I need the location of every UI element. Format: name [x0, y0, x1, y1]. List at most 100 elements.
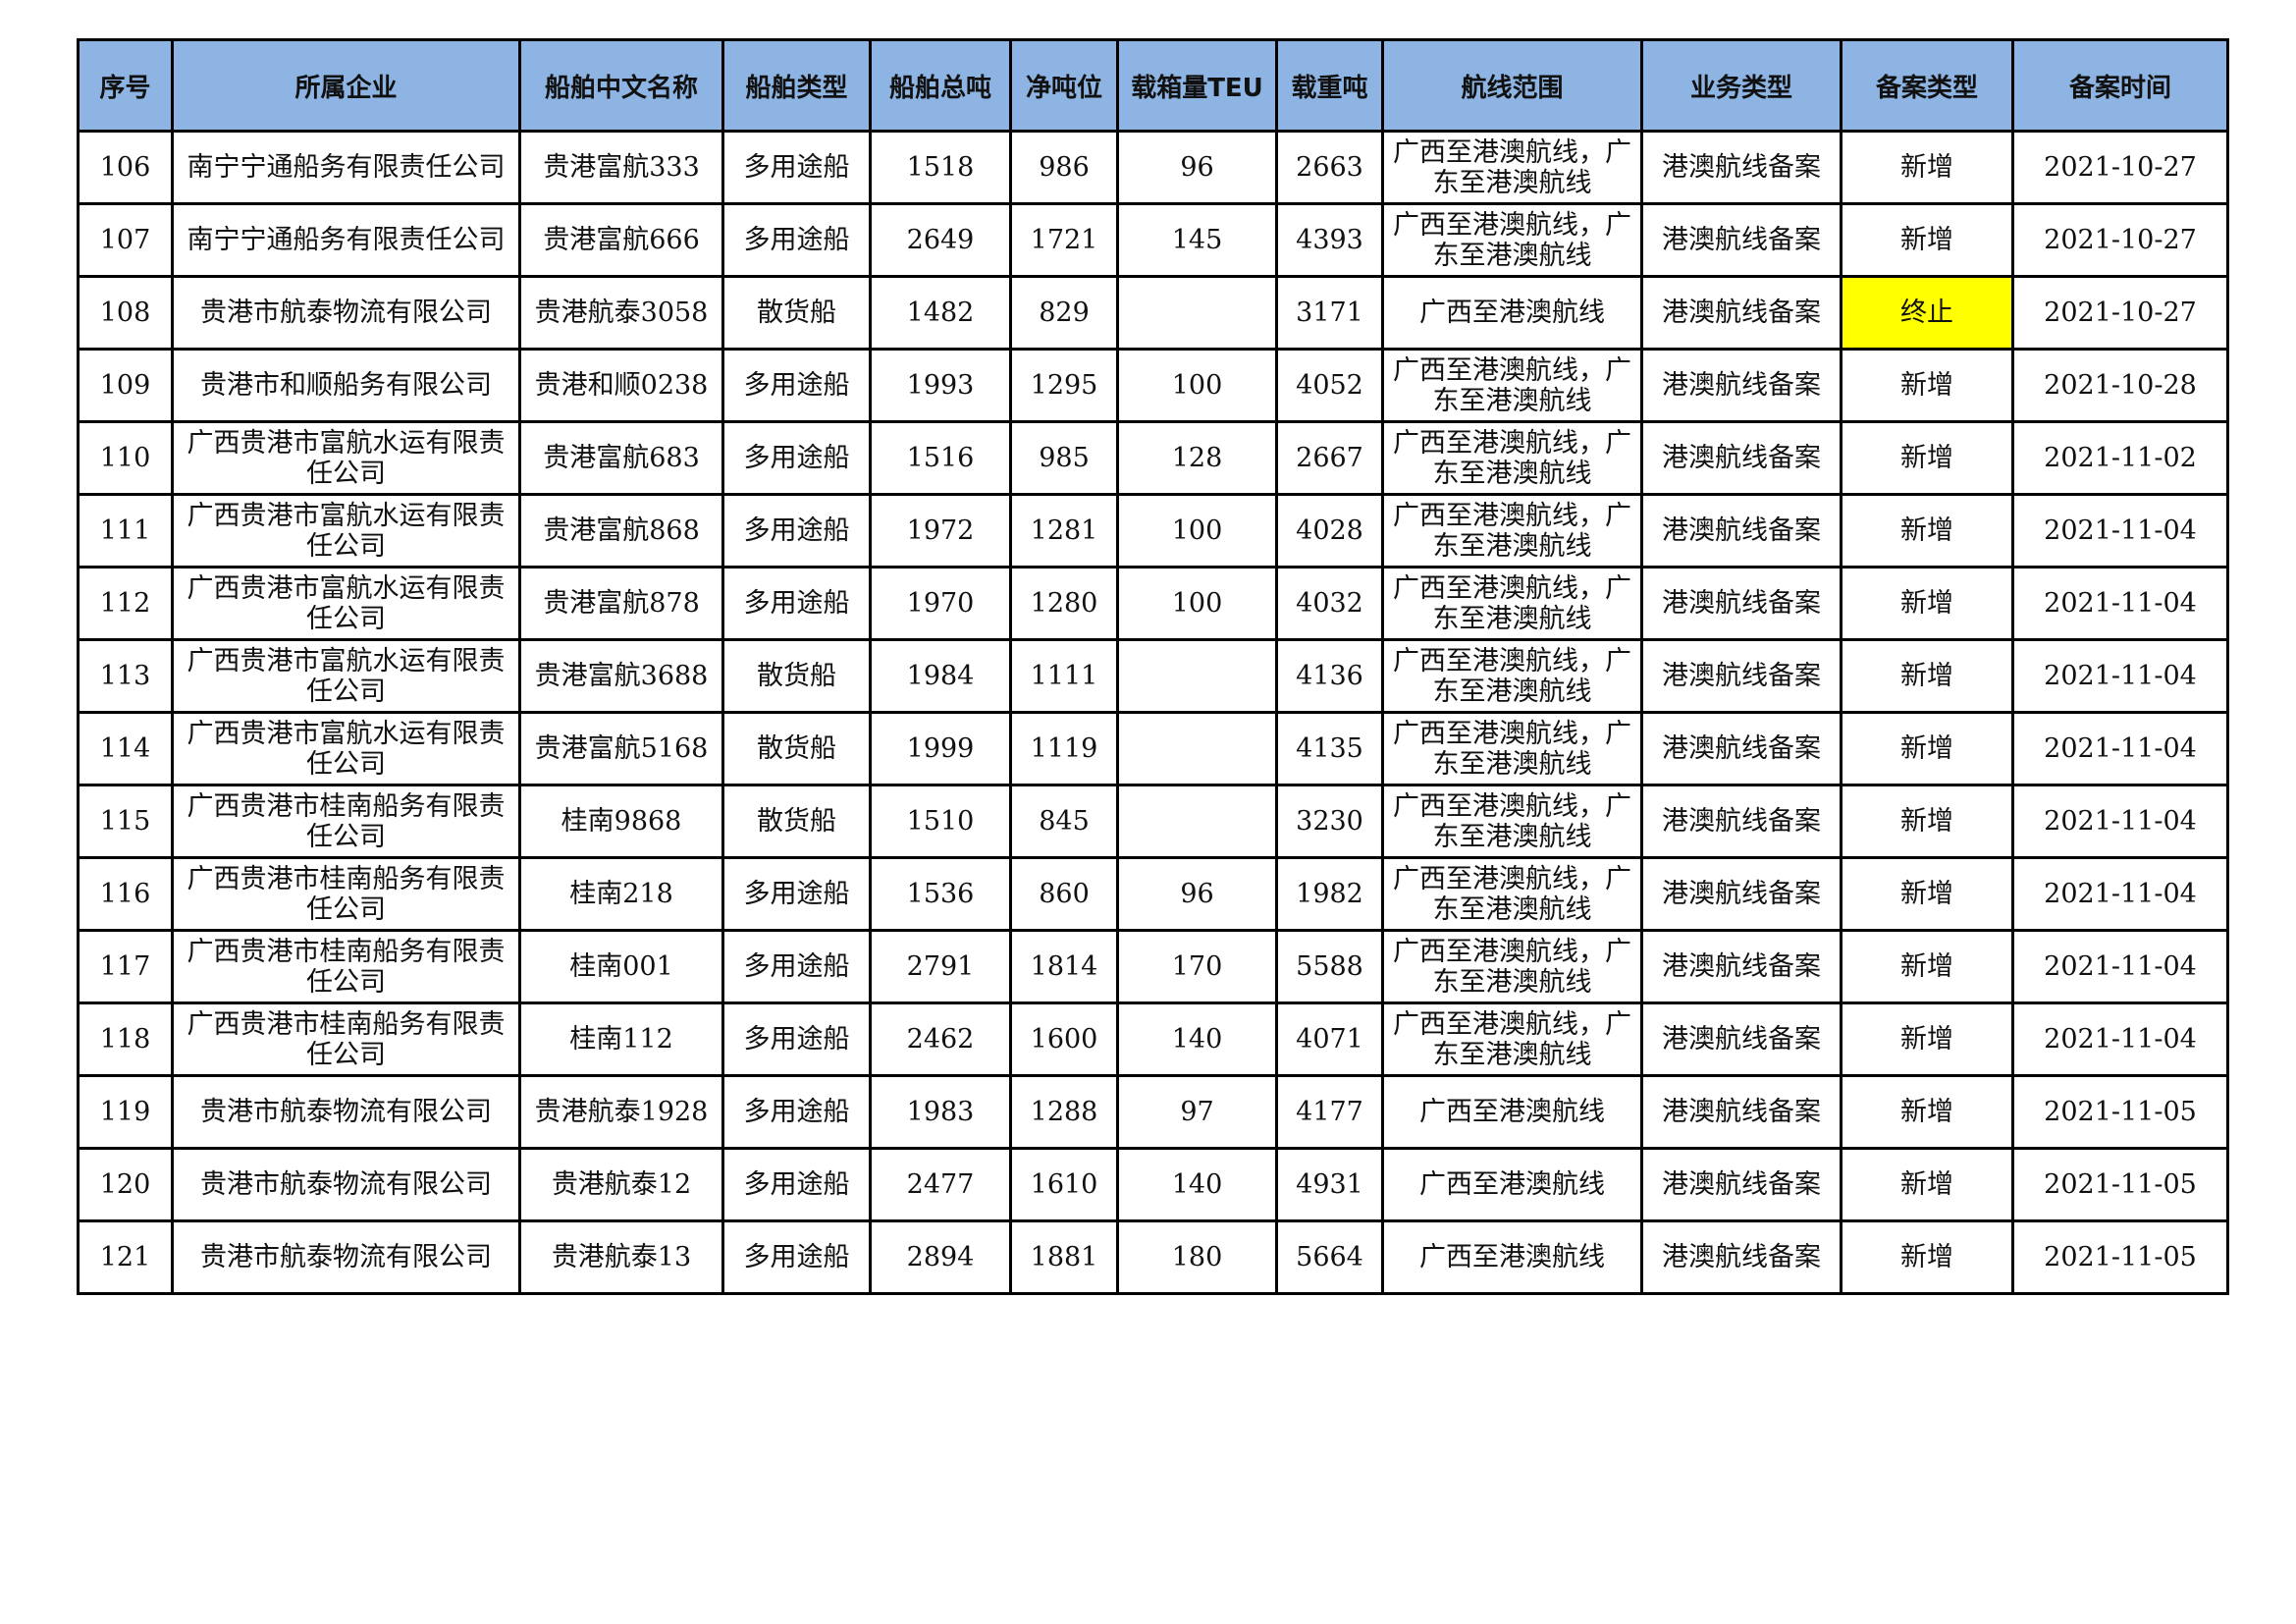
- cell-gross-tonnage: 1536: [869, 856, 1012, 932]
- cell-text: 2021-10-28: [2044, 370, 2197, 401]
- cell-text: 散货船: [757, 298, 836, 328]
- table-row: 117 广西贵港市桂南船务有限责任公司 桂南001 多用途船 2791 1814 170 55…: [77, 929, 2229, 1004]
- cell-teu-capacity: 180: [1116, 1219, 1278, 1295]
- cell-net-tonnage: 1111: [1009, 638, 1119, 714]
- cell-ship-type: 多用途船: [721, 1074, 872, 1150]
- cell-text: 2021-11-05: [2044, 1169, 2197, 1200]
- cell-text: 1281: [1030, 515, 1098, 546]
- cell-ship-type: 多用途船: [721, 130, 872, 205]
- cell-text: 1280: [1030, 588, 1098, 619]
- cell-deadweight: 5588: [1275, 929, 1384, 1004]
- ship-registration-table: 序号 所属企业 船舶中文名称 船舶类型 船舶总吨 净吨位 载箱量TEU 载重吨 航线范围 业务类型…: [77, 38, 2229, 1295]
- table-row: 118 广西贵港市桂南船务有限责任公司 桂南112 多用途船 2462 1600 140 40…: [77, 1001, 2229, 1077]
- cell-text: 广西贵港市富航水运有限责任公司: [187, 645, 506, 707]
- cell-text: 108: [99, 298, 151, 328]
- table-row: 115 广西贵港市桂南船务有限责任公司 桂南9868 散货船 1510 845 3230 广西…: [77, 784, 2229, 859]
- cell-seq: 106: [77, 130, 174, 205]
- cell-deadweight: 2663: [1275, 130, 1384, 205]
- cell-net-tonnage: 1814: [1009, 929, 1119, 1004]
- cell-ship-type: 多用途船: [721, 202, 872, 278]
- cell-teu-capacity: 100: [1116, 348, 1278, 423]
- cell-text: 贵港富航5168: [534, 733, 709, 764]
- cell-filing-date: 2021-10-28: [2011, 348, 2229, 423]
- cell-text: 多用途船: [743, 370, 850, 401]
- cell-text: 2021-11-04: [2044, 733, 2197, 764]
- cell-gross-tonnage: 2791: [869, 929, 1012, 1004]
- cell-gross-tonnage: 1970: [869, 566, 1012, 641]
- cell-text: 100: [1171, 370, 1223, 401]
- column-header-deadweight: 载重吨: [1275, 38, 1384, 133]
- cell-text: 4052: [1296, 370, 1363, 401]
- cell-text: 2663: [1296, 152, 1363, 183]
- cell-net-tonnage: 1119: [1009, 711, 1119, 786]
- cell-text: 2021-11-05: [2044, 1097, 2197, 1127]
- table-row: 107 南宁宁通船务有限责任公司 贵港富航666 多用途船 2649 1721 145 439…: [77, 202, 2229, 278]
- cell-net-tonnage: 1610: [1009, 1147, 1119, 1222]
- cell-filing-type: 新增: [1840, 784, 2014, 859]
- cell-filing-date: 2021-11-04: [2011, 929, 2229, 1004]
- cell-company: 广西贵港市富航水运有限责任公司: [171, 711, 521, 786]
- cell-text: 1111: [1030, 661, 1098, 691]
- cell-seq: 118: [77, 1001, 174, 1077]
- cell-ship-type: 多用途船: [721, 566, 872, 641]
- cell-text: 港澳航线备案: [1662, 661, 1821, 691]
- cell-text: 4135: [1296, 733, 1363, 764]
- cell-filing-type: 新增: [1840, 130, 2014, 205]
- cell-deadweight: 4393: [1275, 202, 1384, 278]
- cell-text: 广西至港澳航线，广东至港澳航线: [1393, 645, 1631, 707]
- cell-text: 广西至港澳航线: [1419, 1242, 1605, 1272]
- cell-text: 新增: [1900, 515, 1953, 546]
- cell-text: 贵港市航泰物流有限公司: [200, 298, 492, 328]
- cell-text: 贵港市航泰物流有限公司: [200, 1169, 492, 1200]
- cell-text: 118: [99, 1024, 151, 1055]
- cell-gross-tonnage: 2477: [869, 1147, 1012, 1222]
- cell-text: 终止: [1900, 298, 1953, 328]
- cell-text: 多用途船: [743, 152, 850, 183]
- cell-company: 广西贵港市富航水运有限责任公司: [171, 493, 521, 568]
- cell-text: 广西至港澳航线，广东至港澳航线: [1393, 136, 1631, 198]
- cell-text: 广西至港澳航线: [1419, 1097, 1605, 1127]
- cell-text: 港澳航线备案: [1662, 370, 1821, 401]
- cell-gross-tonnage: 1983: [869, 1074, 1012, 1150]
- cell-text: 829: [1039, 298, 1090, 328]
- cell-text: 140: [1171, 1024, 1223, 1055]
- cell-text: 1984: [906, 661, 975, 691]
- cell-text: 新增: [1900, 370, 1953, 401]
- cell-text: 986: [1039, 152, 1090, 183]
- cell-text: 2021-10-27: [2044, 225, 2197, 255]
- cell-filing-date: 2021-10-27: [2011, 275, 2229, 351]
- cell-route-scope: 广西至港澳航线，广东至港澳航线: [1381, 1001, 1643, 1077]
- cell-filing-type: 终止: [1840, 275, 2014, 351]
- cell-net-tonnage: 1281: [1009, 493, 1119, 568]
- cell-text: 1536: [906, 879, 975, 909]
- cell-route-scope: 广西至港澳航线，广东至港澳航线: [1381, 348, 1643, 423]
- cell-company: 贵港市航泰物流有限公司: [171, 1219, 521, 1295]
- cell-ship-name: 贵港和顺0238: [518, 348, 724, 423]
- cell-teu-capacity: 97: [1116, 1074, 1278, 1150]
- cell-net-tonnage: 1295: [1009, 348, 1119, 423]
- cell-text: 桂南112: [569, 1024, 673, 1055]
- cell-company: 广西贵港市桂南船务有限责任公司: [171, 929, 521, 1004]
- cell-seq: 120: [77, 1147, 174, 1222]
- cell-seq: 107: [77, 202, 174, 278]
- cell-deadweight: 4028: [1275, 493, 1384, 568]
- cell-company: 南宁宁通船务有限责任公司: [171, 202, 521, 278]
- cell-text: 1516: [906, 443, 975, 473]
- cell-text: 2477: [906, 1169, 975, 1200]
- cell-text: 2021-11-04: [2044, 588, 2197, 619]
- cell-teu-capacity: 128: [1116, 420, 1278, 496]
- cell-text: 100: [1171, 588, 1223, 619]
- cell-teu-capacity: 140: [1116, 1147, 1278, 1222]
- cell-text: 散货船: [757, 661, 836, 691]
- cell-company: 广西贵港市富航水运有限责任公司: [171, 566, 521, 641]
- cell-text: 860: [1039, 879, 1090, 909]
- cell-text: 新增: [1900, 1097, 1953, 1127]
- cell-text: 2894: [906, 1242, 975, 1272]
- cell-ship-type: 多用途船: [721, 348, 872, 423]
- cell-filing-type: 新增: [1840, 202, 2014, 278]
- cell-text: 3230: [1296, 806, 1363, 837]
- cell-text: 散货船: [757, 733, 836, 764]
- cell-text: 多用途船: [743, 588, 850, 619]
- table-row: 121 贵港市航泰物流有限公司 贵港航泰13 多用途船 2894 1881 180 5664 广…: [77, 1219, 2229, 1295]
- cell-teu-capacity: [1116, 275, 1278, 351]
